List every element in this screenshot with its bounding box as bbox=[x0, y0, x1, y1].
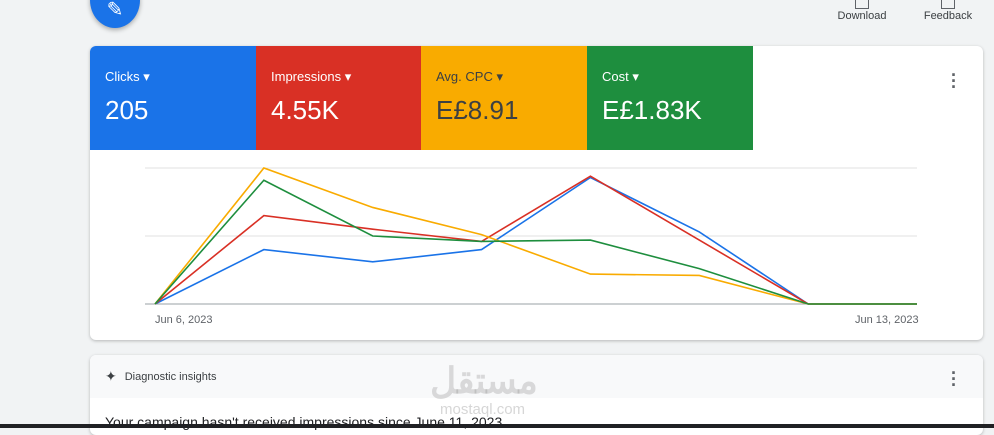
more-options-icon[interactable]: · · · bbox=[951, 363, 957, 395]
metric-value: 4.55K bbox=[271, 95, 339, 125]
pencil-icon: ✎ bbox=[106, 0, 124, 21]
x-tick-label: Jun 13, 2023 bbox=[855, 314, 919, 326]
metric-impressions[interactable]: Impressions ▾ 4.55K bbox=[256, 46, 422, 150]
performance-chart-card: Clicks ▾ 205 Impressions ▾ 4.55K Avg. CPC … bbox=[90, 46, 983, 340]
x-tick-label: Jun 6, 2023 bbox=[155, 314, 213, 326]
series-line-1 bbox=[154, 175, 917, 305]
watermark-logo: مستقل bbox=[430, 360, 538, 401]
sparkle-icon: ✦ bbox=[105, 368, 117, 384]
dropdown-icon: ▾ bbox=[496, 69, 503, 84]
download-icon bbox=[855, 0, 869, 9]
metric-avg-cpc[interactable]: Avg. CPC ▾ E£8.91 bbox=[421, 46, 587, 150]
taskbar-edge bbox=[0, 424, 994, 428]
metric-cost[interactable]: Cost ▾ E£1.83K bbox=[587, 46, 753, 150]
metric-clicks[interactable]: Clicks ▾ 205 bbox=[90, 46, 256, 150]
metric-value: 205 bbox=[105, 95, 149, 125]
feedback-label: Feedback bbox=[923, 10, 973, 22]
metric-label: Clicks bbox=[105, 69, 140, 84]
series-line-3 bbox=[154, 179, 917, 305]
more-options-icon[interactable]: · · · bbox=[951, 65, 957, 97]
diagnostic-insights-card: ✦ Diagnostic insights · · · Your campaign h… bbox=[90, 355, 983, 435]
feedback-icon bbox=[941, 0, 955, 9]
dropdown-icon: ▾ bbox=[344, 69, 352, 84]
watermark-logo-text: mostaql.com bbox=[440, 401, 526, 418]
dropdown-icon: ▾ bbox=[143, 69, 150, 84]
line-chart bbox=[145, 167, 917, 305]
metric-value: E£8.91 bbox=[436, 95, 519, 125]
feedback-button[interactable]: Feedback bbox=[920, 0, 976, 22]
metric-label: Avg. CPC bbox=[436, 69, 493, 84]
download-label: Download bbox=[837, 10, 887, 22]
metric-label: Impressions bbox=[271, 69, 342, 84]
insights-message: Your campaign hasn't received impression… bbox=[105, 414, 503, 430]
series-line-2 bbox=[154, 167, 917, 305]
series-line-0 bbox=[154, 176, 917, 305]
edit-fab-button[interactable]: ✎ bbox=[90, 0, 140, 28]
dropdown-icon: ▾ bbox=[632, 69, 639, 84]
metric-value: E£1.83K bbox=[602, 95, 702, 125]
insights-title: Diagnostic insights bbox=[124, 370, 217, 383]
metric-label: Cost bbox=[602, 69, 629, 84]
download-button[interactable]: Download bbox=[836, 0, 888, 22]
